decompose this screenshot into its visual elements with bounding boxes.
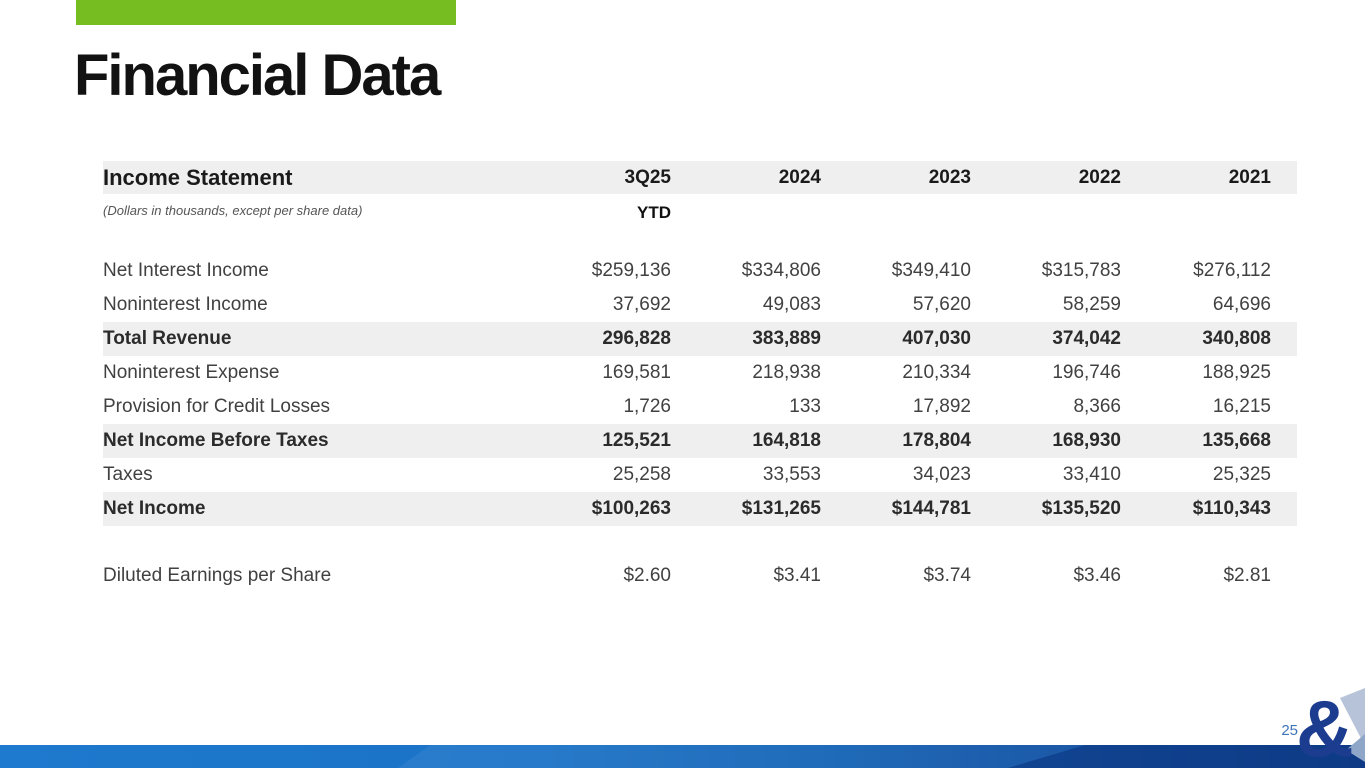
column-header-2023: 2023 xyxy=(928,166,971,188)
row-value: $3.41 xyxy=(773,565,821,586)
row-value: 169,581 xyxy=(602,362,671,383)
row-value: $131,265 xyxy=(741,498,821,519)
row-value: $315,783 xyxy=(1041,260,1121,281)
row-label: Noninterest Income xyxy=(103,294,268,315)
table-row: Net Income Before Taxes 125,521 164,818 … xyxy=(103,424,1297,458)
income-statement-table: Income Statement 3Q25 2024 2023 2022 202… xyxy=(103,161,1297,593)
row-value: 135,668 xyxy=(1202,430,1271,451)
table-row: Noninterest Expense 169,581 218,938 210,… xyxy=(103,356,1297,390)
units-note: (Dollars in thousands, except per share … xyxy=(103,203,363,218)
ytd-label: YTD xyxy=(637,203,671,222)
row-value: 188,925 xyxy=(1202,362,1271,383)
row-value: 25,325 xyxy=(1212,464,1271,485)
row-value: 340,808 xyxy=(1202,328,1271,349)
row-value: $100,263 xyxy=(591,498,671,519)
row-value: 168,930 xyxy=(1052,430,1121,451)
row-value: 407,030 xyxy=(902,328,971,349)
row-value: 164,818 xyxy=(752,430,821,451)
table-row: Noninterest Income 37,692 49,083 57,620 … xyxy=(103,288,1297,322)
row-value: 125,521 xyxy=(602,430,671,451)
svg-text:&: & xyxy=(1296,688,1354,768)
row-value: 196,746 xyxy=(1052,362,1121,383)
table-row: Net Interest Income $259,136 $334,806 $3… xyxy=(103,254,1297,288)
row-value: 210,334 xyxy=(902,362,971,383)
row-label: Total Revenue xyxy=(103,328,232,349)
table-row: Net Income $100,263 $131,265 $144,781 $1… xyxy=(103,492,1297,526)
bottom-blue-bar xyxy=(0,745,1365,768)
row-value: 296,828 xyxy=(602,328,671,349)
row-value: 374,042 xyxy=(1052,328,1121,349)
row-label: Taxes xyxy=(103,464,153,485)
row-value: $110,343 xyxy=(1192,498,1271,519)
row-value: $259,136 xyxy=(591,260,671,281)
column-header-2024: 2024 xyxy=(778,166,821,188)
row-label: Net Income Before Taxes xyxy=(103,430,329,451)
row-value: 8,366 xyxy=(1073,396,1121,417)
table-title: Income Statement xyxy=(103,164,293,190)
row-label: Noninterest Expense xyxy=(103,362,280,383)
row-value: 49,083 xyxy=(762,294,821,315)
row-value: $2.81 xyxy=(1223,565,1271,586)
row-value: 33,553 xyxy=(762,464,821,485)
row-label: Net Income xyxy=(103,498,206,519)
row-value: 17,892 xyxy=(912,396,971,417)
row-value: $3.46 xyxy=(1073,565,1121,586)
row-value: $135,520 xyxy=(1041,498,1121,519)
page-title: Financial Data xyxy=(74,43,441,108)
column-header-2022: 2022 xyxy=(1078,166,1121,188)
row-value: 25,258 xyxy=(612,464,671,485)
table-row: Taxes 25,258 33,553 34,023 33,410 25,325 xyxy=(103,458,1297,492)
row-value: 57,620 xyxy=(912,294,971,315)
row-value: $276,112 xyxy=(1193,260,1271,281)
row-value: 133 xyxy=(789,396,821,417)
row-value: 16,215 xyxy=(1212,396,1271,417)
green-accent-bar xyxy=(76,0,456,25)
page-number: 25 xyxy=(1281,722,1298,739)
row-value: 1,726 xyxy=(623,396,671,417)
row-value: 218,938 xyxy=(752,362,821,383)
row-value: $2.60 xyxy=(623,565,671,586)
table-row: Provision for Credit Losses 1,726 133 17… xyxy=(103,390,1297,424)
row-label: Net Interest Income xyxy=(103,260,269,281)
row-value: $3.74 xyxy=(923,565,971,586)
row-value: 64,696 xyxy=(1212,294,1271,315)
column-header-3q25: 3Q25 xyxy=(624,166,671,188)
row-value: $334,806 xyxy=(741,260,821,281)
spacer-row xyxy=(103,526,1297,559)
row-label: Diluted Earnings per Share xyxy=(103,565,332,586)
row-value: 37,692 xyxy=(612,294,671,315)
column-header-2021: 2021 xyxy=(1228,166,1271,188)
row-value: 383,889 xyxy=(752,328,821,349)
row-value: 178,804 xyxy=(902,430,971,451)
row-value: $144,781 xyxy=(891,498,971,519)
table-row: Total Revenue 296,828 383,889 407,030 37… xyxy=(103,322,1297,356)
table-subheader-row: (Dollars in thousands, except per share … xyxy=(103,194,1297,254)
row-value: $349,410 xyxy=(891,260,971,281)
row-value: 34,023 xyxy=(912,464,971,485)
table-header-row: Income Statement 3Q25 2024 2023 2022 202… xyxy=(103,161,1297,194)
ampersand-logo-graphic: & xyxy=(1296,688,1365,768)
row-value: 58,259 xyxy=(1062,294,1121,315)
row-label: Provision for Credit Losses xyxy=(103,396,331,417)
table-row-eps: Diluted Earnings per Share $2.60 $3.41 $… xyxy=(103,559,1297,593)
bottom-bar-graphic xyxy=(0,745,1365,768)
ampersand-logo-icon: & xyxy=(1290,688,1365,768)
row-value: 33,410 xyxy=(1062,464,1121,485)
